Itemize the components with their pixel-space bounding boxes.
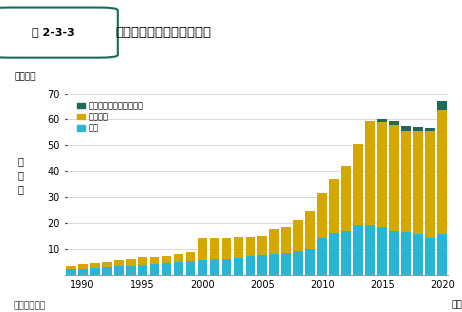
Bar (389, 231, 399, 275)
Bar (437, 235, 447, 275)
Bar (281, 227, 291, 253)
Text: 捕
獲
数: 捕 獲 数 (18, 156, 24, 194)
Bar (425, 131, 435, 238)
Bar (269, 229, 280, 254)
Bar (233, 258, 243, 275)
Bar (114, 260, 123, 266)
Bar (114, 266, 123, 275)
Bar (413, 127, 423, 131)
Bar (66, 269, 76, 275)
Bar (138, 265, 147, 275)
Bar (377, 119, 387, 122)
Bar (341, 231, 351, 275)
Bar (78, 264, 88, 269)
Bar (198, 238, 207, 260)
Bar (425, 238, 435, 275)
Bar (293, 220, 303, 251)
Bar (245, 237, 255, 256)
Bar (138, 257, 147, 265)
Bar (317, 193, 327, 238)
Bar (162, 263, 171, 275)
Bar (437, 101, 447, 110)
Text: （年度）: （年度） (452, 300, 462, 309)
Bar (329, 233, 339, 275)
FancyBboxPatch shape (0, 7, 118, 58)
Bar (305, 211, 315, 249)
Text: 資料：環境省: 資料：環境省 (14, 301, 46, 310)
Bar (341, 166, 351, 231)
Bar (377, 122, 387, 227)
Bar (174, 262, 183, 275)
Bar (329, 179, 339, 233)
Bar (78, 269, 88, 275)
Bar (102, 262, 111, 267)
Bar (317, 238, 327, 275)
Bar (222, 259, 231, 275)
Text: 図 2-3-3: 図 2-3-3 (32, 27, 74, 37)
Bar (401, 126, 411, 131)
Bar (389, 124, 399, 231)
Bar (365, 121, 375, 226)
Bar (365, 226, 375, 275)
Bar (174, 254, 183, 262)
Bar (210, 238, 219, 259)
Bar (269, 254, 280, 275)
Text: ニホンジカの捕獲数の推移: ニホンジカの捕獲数の推移 (116, 26, 212, 39)
Bar (353, 144, 363, 226)
Bar (377, 227, 387, 275)
Bar (126, 259, 135, 266)
Bar (353, 226, 363, 275)
Bar (305, 249, 315, 275)
Bar (293, 251, 303, 275)
Bar (245, 256, 255, 275)
Bar (198, 260, 207, 275)
Bar (401, 232, 411, 275)
Bar (90, 268, 99, 275)
Bar (162, 256, 171, 263)
Text: （万頭）: （万頭） (15, 72, 36, 81)
Bar (281, 253, 291, 275)
Bar (233, 237, 243, 258)
Bar (150, 264, 159, 275)
Bar (210, 259, 219, 275)
Legend: 指定管理鳥獣捕獲等事業, 許可捕獲, 狩獵: 指定管理鳥獣捕獲等事業, 許可捕獲, 狩獵 (77, 101, 143, 133)
Bar (90, 263, 99, 268)
Bar (222, 238, 231, 259)
Bar (425, 129, 435, 131)
Bar (126, 266, 135, 275)
Bar (389, 121, 399, 124)
Bar (186, 261, 195, 275)
Bar (413, 235, 423, 275)
Bar (413, 131, 423, 235)
Bar (257, 255, 267, 275)
Bar (102, 267, 111, 275)
Bar (257, 236, 267, 255)
Bar (401, 131, 411, 232)
Bar (437, 110, 447, 235)
Bar (150, 257, 159, 264)
Bar (186, 252, 195, 261)
Bar (66, 266, 76, 269)
